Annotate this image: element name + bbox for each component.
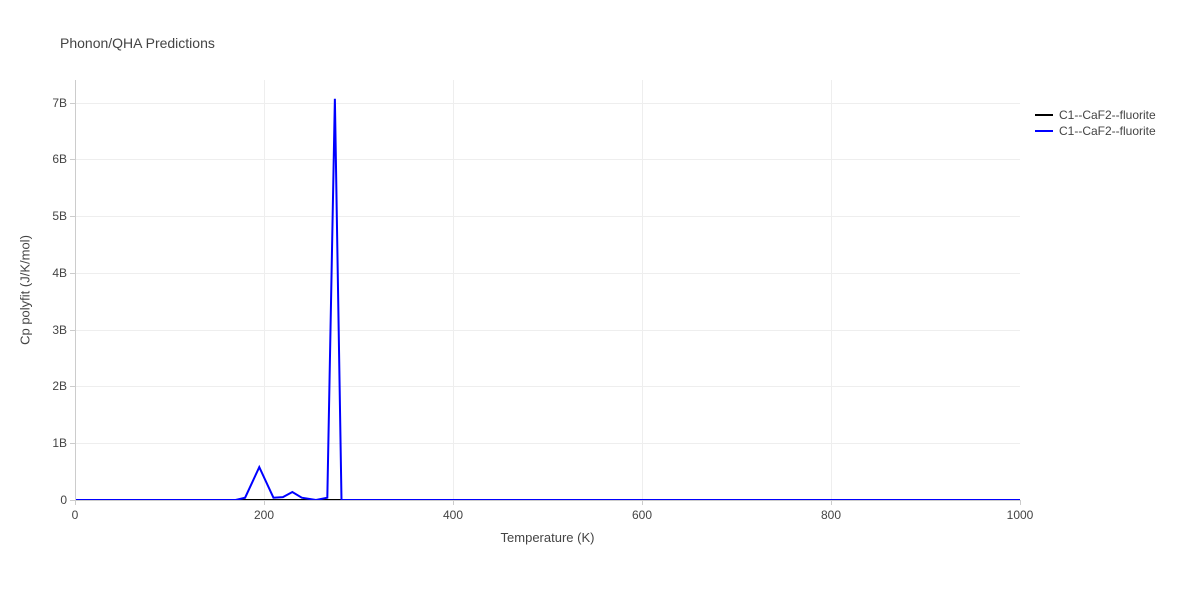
legend-item[interactable]: C1--CaF2--fluorite xyxy=(1035,124,1156,138)
x-tick-label: 400 xyxy=(443,508,463,522)
legend-swatch xyxy=(1035,130,1053,132)
x-tick-label: 200 xyxy=(254,508,274,522)
y-tick-label: 6B xyxy=(45,152,67,166)
y-tick-label: 0 xyxy=(45,493,67,507)
legend[interactable]: C1--CaF2--fluorite C1--CaF2--fluorite xyxy=(1035,108,1156,140)
plot-area[interactable] xyxy=(75,80,1020,500)
chart-container: Phonon/QHA Predictions 0 200 400 600 800 1000… xyxy=(0,0,1200,600)
y-tick-label: 4B xyxy=(45,266,67,280)
legend-label: C1--CaF2--fluorite xyxy=(1059,124,1156,138)
y-tick-label: 1B xyxy=(45,436,67,450)
y-axis xyxy=(75,80,76,500)
legend-label: C1--CaF2--fluorite xyxy=(1059,108,1156,122)
x-tick-label: 1000 xyxy=(1007,508,1034,522)
chart-title: Phonon/QHA Predictions xyxy=(60,35,215,51)
y-tick-label: 5B xyxy=(45,209,67,223)
y-tick-label: 3B xyxy=(45,323,67,337)
x-axis-label: Temperature (K) xyxy=(501,530,595,545)
y-axis-label: Cp polyfit (J/K/mol) xyxy=(18,235,33,345)
series-line[interactable] xyxy=(75,99,1020,500)
y-tick-label: 2B xyxy=(45,379,67,393)
x-axis xyxy=(75,500,1020,501)
data-lines xyxy=(75,80,1020,500)
x-tick-label: 0 xyxy=(72,508,79,522)
legend-item[interactable]: C1--CaF2--fluorite xyxy=(1035,108,1156,122)
x-tick-label: 600 xyxy=(632,508,652,522)
x-tick-label: 800 xyxy=(821,508,841,522)
legend-swatch xyxy=(1035,114,1053,116)
y-tick-label: 7B xyxy=(45,96,67,110)
